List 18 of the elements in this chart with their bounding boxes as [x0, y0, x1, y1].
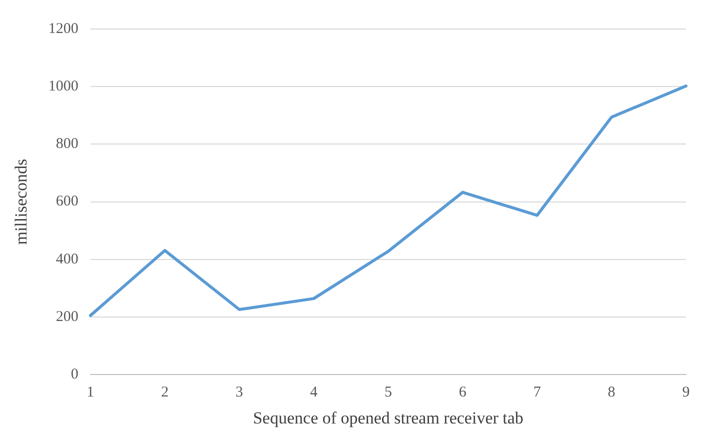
x-tick-label: 9: [682, 384, 690, 401]
y-tick-label: 1200: [48, 20, 78, 37]
x-tick-label: 2: [161, 384, 169, 401]
x-axis-title: Sequence of opened stream receiver tab: [252, 408, 524, 428]
y-tick-label: 800: [56, 136, 78, 152]
x-tick-label: 3: [236, 384, 244, 401]
x-tick-label: 6: [458, 384, 467, 401]
y-axis-title: milliseconds: [12, 158, 31, 245]
y-tick-label: 200: [56, 308, 78, 325]
x-tick-label: 5: [384, 384, 392, 401]
x-tick-label: 8: [608, 384, 616, 401]
x-tick-label: 1: [86, 384, 94, 401]
x-tick-label: 4: [310, 384, 318, 401]
y-tick-label: 0: [70, 366, 78, 383]
y-tick-label: 1000: [48, 78, 78, 95]
x-tick-label: 7: [533, 384, 542, 401]
y-tick-label: 400: [56, 251, 78, 268]
y-tick-label: 600: [56, 194, 78, 210]
